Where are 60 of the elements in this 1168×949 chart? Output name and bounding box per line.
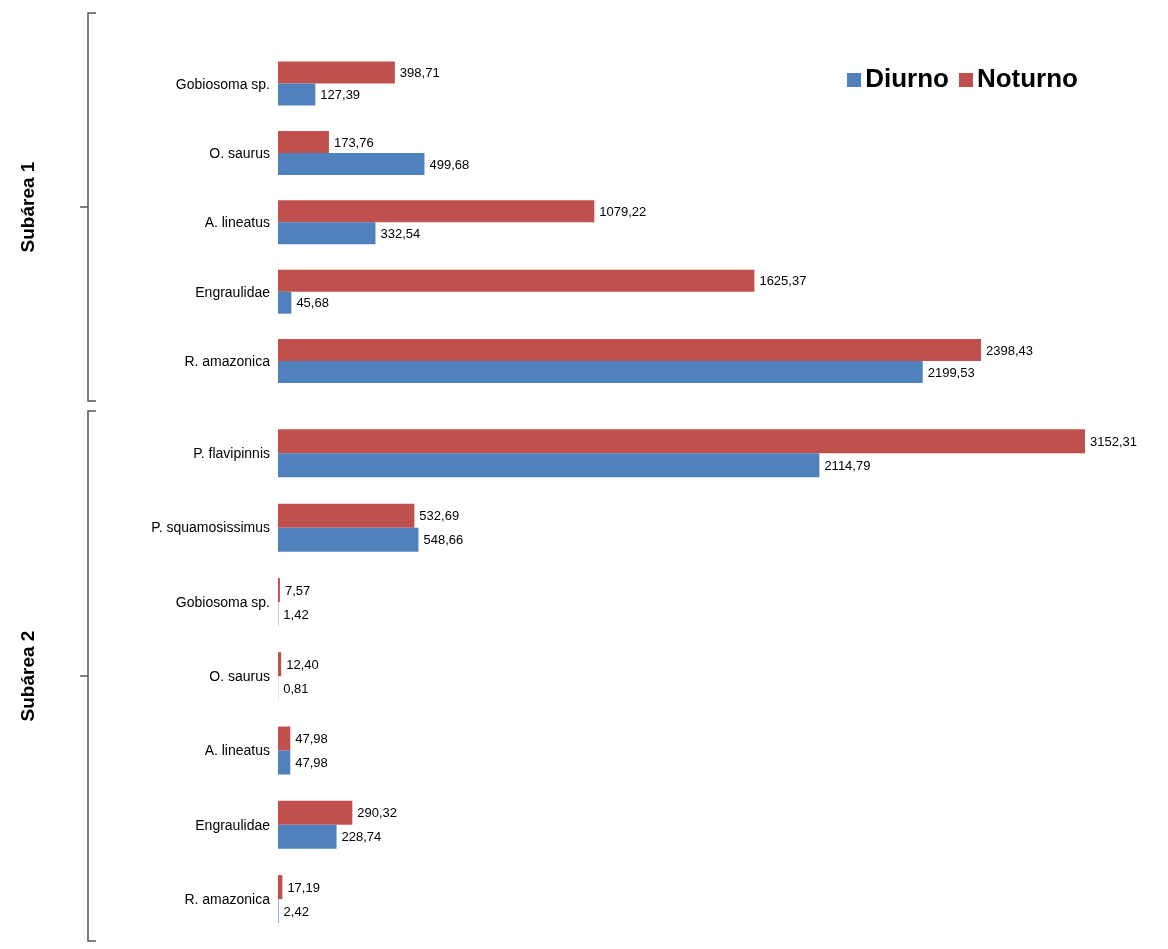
bar (278, 130, 329, 153)
bar (278, 800, 353, 825)
y-tick-label: R. amazonica (184, 353, 271, 370)
y-tick-label: Engraulidae (195, 816, 271, 833)
data-label: 1079,22 (599, 203, 647, 219)
bar (278, 339, 981, 362)
data-label: 173,76 (333, 134, 374, 150)
bar (278, 652, 282, 677)
legend-label: Diurno (865, 63, 949, 93)
data-label: 499,68 (429, 156, 470, 172)
data-label: 3152,31 (1090, 433, 1137, 449)
y-tick-label: O. saurus (209, 667, 270, 684)
y-tick-label: P. flavipinnis (193, 445, 270, 462)
data-label: 2114,79 (824, 457, 871, 473)
bar (278, 361, 923, 384)
bar (278, 83, 316, 106)
bar (278, 222, 376, 245)
data-label: 1,42 (283, 606, 309, 622)
data-label: 2199,53 (927, 364, 975, 380)
y-axis-title: Subárea 2 (17, 630, 39, 722)
data-label: 2,42 (283, 903, 309, 919)
bar (278, 291, 292, 314)
bar (278, 750, 291, 775)
bar (278, 61, 395, 84)
data-label: 228,74 (341, 829, 382, 845)
y-tick-label: O. saurus (209, 145, 270, 162)
data-label: 0,81 (283, 680, 309, 696)
bar (278, 152, 425, 175)
data-label: 548,66 (423, 532, 464, 548)
y-tick-label: R. amazonica (184, 890, 271, 907)
y-tick-label: P. squamosissimus (151, 519, 270, 536)
y-tick-label: A. lineatus (204, 214, 270, 231)
bar (278, 453, 820, 478)
bar (278, 527, 419, 552)
y-tick-label: A. lineatus (204, 742, 270, 759)
data-label: 532,69 (419, 508, 460, 524)
data-label: 1625,37 (759, 273, 807, 289)
data-label: 7,57 (284, 582, 311, 598)
data-label: 398,71 (399, 65, 440, 81)
bar (278, 429, 1085, 454)
y-axis-title: Subárea 1 (17, 161, 39, 253)
data-label: 12,40 (286, 656, 319, 672)
bar (278, 875, 283, 900)
bar (278, 200, 595, 223)
legend-label: Noturno (976, 63, 1078, 93)
y-tick-label: Gobiosoma sp. (175, 75, 270, 92)
data-label: 290,32 (357, 805, 398, 821)
bar (278, 824, 337, 849)
data-label: 47,98 (295, 755, 328, 771)
data-label: 127,39 (320, 87, 361, 103)
bar (278, 726, 291, 751)
y-tick-label: Gobiosoma sp. (175, 593, 270, 610)
data-label: 2398,43 (986, 342, 1033, 358)
data-label: 332,54 (380, 225, 421, 241)
y-tick-label: Engraulidae (195, 283, 271, 300)
data-label: 17,19 (287, 879, 320, 895)
data-label: 47,98 (295, 731, 328, 747)
bar (278, 503, 415, 528)
data-label: 45,68 (296, 295, 329, 311)
bar (278, 269, 755, 292)
